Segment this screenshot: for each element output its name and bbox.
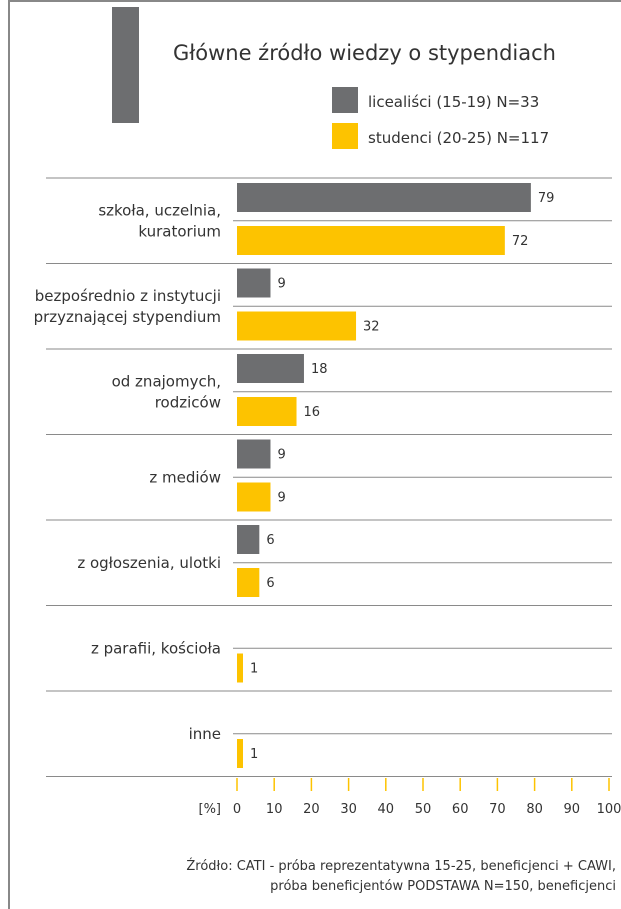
category-label: z mediów [149,468,221,486]
x-tick-label: 60 [452,802,469,817]
x-tick-label: 100 [597,802,621,817]
category-label: bezpośrednio z instytucji [35,287,221,305]
source-line-1: Źródło: CATI - próba reprezentatywna 15-… [186,858,616,874]
category-label: przyznającej stypendium [34,308,221,326]
x-axis: [%] 0 10 20 30 40 50 60 70 80 90 100 [199,778,621,817]
data-label: 9 [277,277,285,292]
data-label: 18 [311,362,328,377]
bar [237,354,304,383]
data-label: 9 [277,491,285,506]
bar [237,482,271,512]
x-tick-label: 0 [233,802,241,817]
legend-label-series-0: licealiści (15-19) N=33 [368,93,539,111]
data-label: 1 [250,662,258,677]
bar [237,311,357,341]
accent-bar [112,7,139,123]
category-label: inne [189,725,221,743]
bars [237,183,531,768]
category-label: z ogłoszenia, ulotki [77,554,221,572]
chart-title: Główne źródło wiedzy o stypendiach [173,41,556,65]
bar [237,183,531,212]
category-labels: szkoła, uczelnia, kuratorium bezpośrednio … [34,201,221,743]
legend-swatch-series-0 [332,87,358,113]
bar [237,525,260,554]
x-tick-label: 70 [489,802,506,817]
legend: licealiści (15-19) N=33 studenci (20-25)… [332,87,549,149]
legend-swatch-series-1 [332,123,358,149]
bar [237,568,260,597]
x-tick-label: 30 [340,802,357,817]
x-axis-label: [%] [199,802,222,817]
legend-label-series-1: studenci (20-25) N=117 [368,129,549,147]
bar [237,439,271,469]
x-tick-label: 80 [526,802,543,817]
data-label: 72 [512,234,529,249]
group-separators [46,177,612,777]
x-tick-label: 90 [564,802,581,817]
x-tick-label: 50 [415,802,432,817]
category-label: kuratorium [138,222,221,240]
category-label: szkoła, uczelnia, [98,201,221,219]
bar [237,268,271,298]
data-label: 79 [538,191,555,206]
data-label: 6 [266,576,274,591]
x-tick-label: 40 [378,802,395,817]
data-label: 1 [250,747,258,762]
category-label: z parafii, kościoła [91,639,221,657]
x-tick-label: 20 [303,802,320,817]
data-label: 9 [277,448,285,463]
data-label: 16 [304,405,321,420]
category-label: od znajomych, [112,372,221,390]
data-label: 32 [363,320,380,335]
bar [237,739,243,768]
data-label: 6 [266,533,274,548]
bar [237,653,243,683]
source-line-2: próba beneficjentów PODSTAWA N=150, bene… [270,879,616,894]
bar [237,226,505,255]
value-labels: 79 9 18 9 6 72 32 16 9 6 1 1 [250,191,554,762]
category-label: rodziców [155,393,221,411]
bar [237,397,297,426]
x-tick-label: 10 [266,802,283,817]
